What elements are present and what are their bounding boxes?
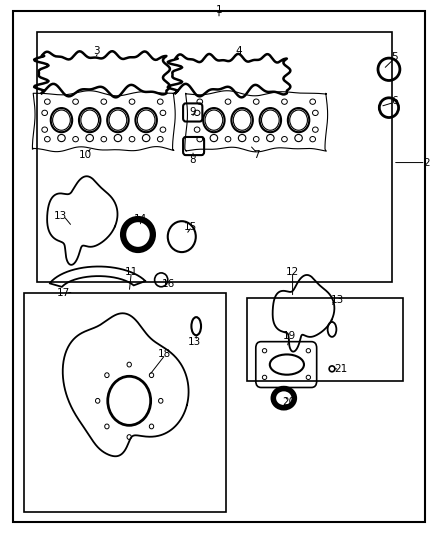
Text: 3: 3	[93, 46, 100, 55]
Text: 13: 13	[331, 295, 344, 304]
Text: 7: 7	[253, 150, 260, 159]
Text: 15: 15	[184, 222, 197, 231]
Text: 2: 2	[424, 158, 431, 167]
Text: 13: 13	[54, 211, 67, 221]
Text: 13: 13	[188, 337, 201, 347]
Text: 17: 17	[57, 288, 70, 298]
Text: 1: 1	[215, 5, 223, 14]
Text: 6: 6	[391, 96, 398, 106]
Text: 21: 21	[334, 364, 347, 374]
Text: 11: 11	[125, 267, 138, 277]
Text: 5: 5	[391, 52, 398, 62]
Text: 9: 9	[189, 107, 196, 117]
Text: 10: 10	[79, 150, 92, 159]
Text: 18: 18	[158, 350, 171, 359]
Text: 12: 12	[286, 267, 299, 277]
Text: 8: 8	[189, 155, 196, 165]
Text: 14: 14	[134, 214, 147, 223]
Text: 19: 19	[283, 331, 296, 341]
Text: 4: 4	[235, 46, 242, 55]
Text: 16: 16	[162, 279, 175, 288]
Text: 20: 20	[283, 398, 296, 407]
